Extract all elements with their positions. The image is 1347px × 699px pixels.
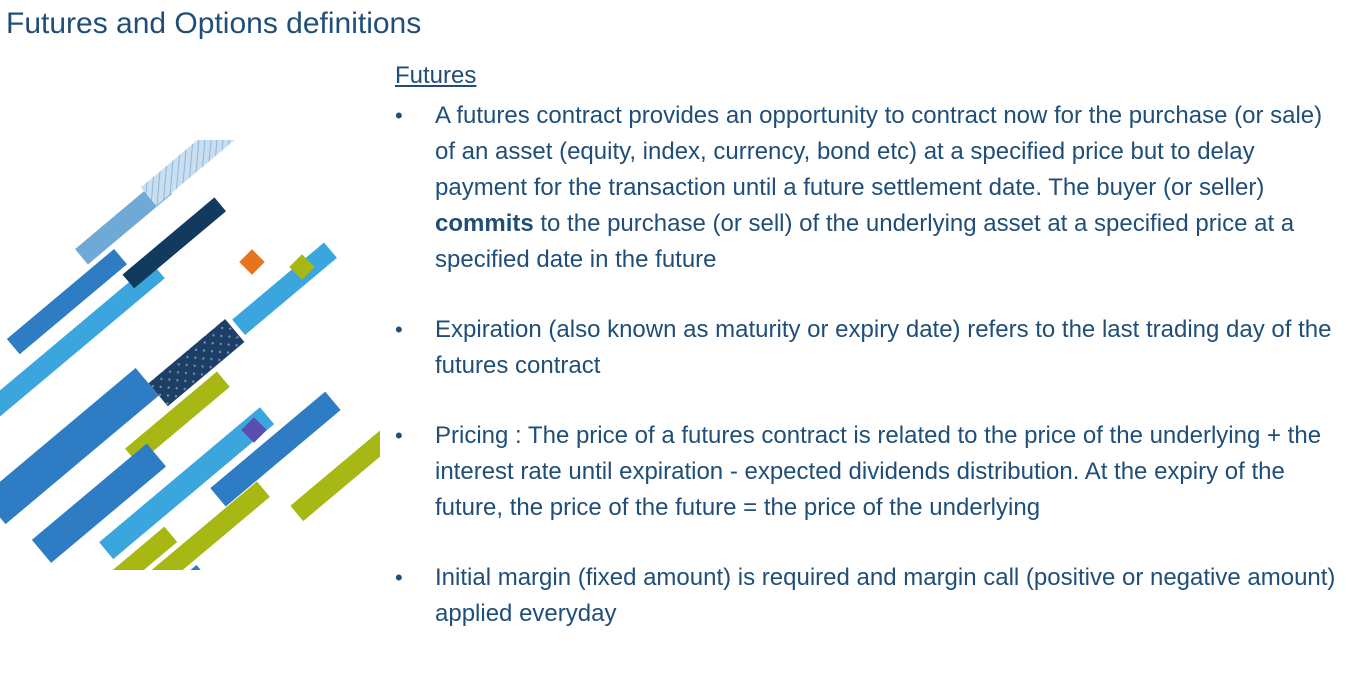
bullet-icon: • (395, 103, 403, 128)
stripe-hatched (140, 140, 264, 206)
stripe-mid-blue-4 (210, 391, 341, 507)
slide-title: Futures and Options definitions (6, 7, 422, 40)
bullet-icon: • (395, 565, 403, 590)
bullet-bold-text: commits (435, 210, 534, 237)
bullet-item: • Pricing : The price of a futures contr… (395, 418, 1340, 526)
stripe-lime-2 (72, 526, 178, 570)
square-lime (289, 254, 315, 280)
stripe-mid-blue (6, 248, 127, 355)
bullet-icon: • (395, 423, 403, 448)
stripe-light-blue-3 (99, 407, 275, 560)
section-heading-futures: Futures (395, 62, 477, 89)
stripe-lime-3 (149, 481, 270, 570)
bullet-item: • Initial margin (fixed amount) is requi… (395, 560, 1340, 632)
bullet-item: • A futures contract provides an opportu… (395, 98, 1340, 278)
stripe-dotted-navy (148, 319, 245, 407)
stripe-light-blue (0, 262, 165, 446)
content-area: Futures • A futures contract provides an… (395, 60, 1340, 666)
square-orange (239, 249, 265, 275)
square-purple (241, 417, 267, 443)
bullet-text: A futures contract provides an opportuni… (435, 102, 1323, 273)
bullet-text: Pricing : The price of a futures contrac… (435, 422, 1322, 521)
decorative-stripes-graphic (0, 140, 380, 570)
stripe-navy (122, 197, 227, 289)
stripe-lime (125, 371, 230, 465)
stripe-mid-blue-2 (0, 367, 159, 525)
stripe-lime-4 (290, 396, 380, 522)
bullet-icon: • (395, 317, 403, 342)
bullet-list: • A futures contract provides an opportu… (395, 98, 1340, 632)
stripe-mid-blue-3 (31, 443, 167, 563)
bullet-text: Initial margin (fixed amount) is require… (435, 564, 1336, 627)
stripe-pale-blue (75, 178, 173, 265)
bullet-item: • Expiration (also known as maturity or … (395, 312, 1340, 384)
bullet-text: Expiration (also known as maturity or ex… (435, 316, 1332, 379)
